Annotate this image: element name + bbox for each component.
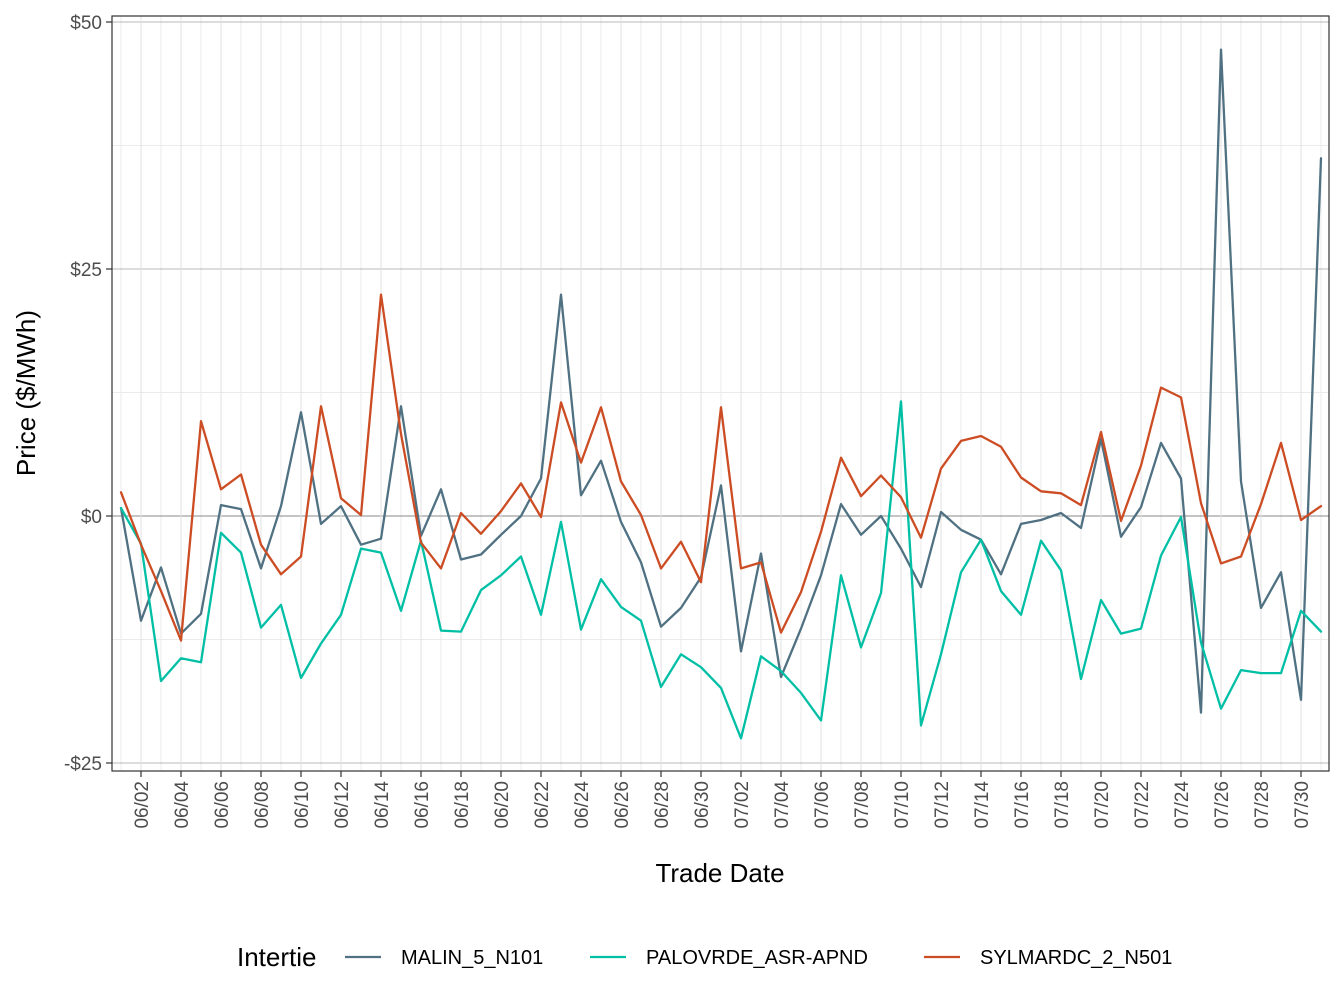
y-axis: -$25 $0 $25 $50: [64, 13, 112, 775]
x-tick-label: 07/16: [1012, 781, 1033, 829]
x-tick-label: 07/28: [1252, 781, 1273, 829]
x-tick-label: 06/10: [292, 781, 313, 829]
x-tick-label: 06/16: [412, 781, 433, 829]
x-tick-label: 07/12: [932, 781, 953, 829]
x-tick-label: 06/18: [452, 781, 473, 829]
x-tick-label: 06/04: [172, 781, 193, 829]
x-tick-label: 07/18: [1052, 781, 1073, 829]
series-lines: [119, 48, 1323, 740]
legend-label-1: PALOVRDE_ASR-APND: [646, 947, 868, 969]
x-tick-label: 06/14: [372, 781, 393, 829]
x-tick-label: 06/22: [532, 781, 553, 829]
x-tick-label: 07/10: [892, 781, 913, 829]
x-tick-label: 06/20: [492, 781, 513, 829]
y-tick-label: $0: [81, 507, 102, 528]
x-tick-label: 07/20: [1092, 781, 1113, 829]
x-tick-label: 06/06: [212, 781, 233, 829]
x-axis: 06/02 06/04 06/06 06/08 06/10 06/12 06/14 06/16…: [132, 771, 1313, 829]
series-line-1: [119, 400, 1323, 740]
x-tick-label: 06/08: [252, 781, 273, 829]
x-tick-label: 06/26: [612, 781, 633, 829]
x-tick-label: 07/04: [772, 781, 793, 829]
plot-panel-border: [111, 15, 1330, 772]
x-tick-label: 06/30: [692, 781, 713, 829]
x-tick-label: 06/28: [652, 781, 673, 829]
x-tick-label: 06/24: [572, 781, 593, 829]
x-tick-label: 07/06: [812, 781, 833, 829]
major-gridlines: [112, 16, 1329, 771]
x-tick-label: 07/24: [1172, 781, 1193, 829]
x-tick-label: 06/12: [332, 781, 353, 829]
x-tick-label: 07/08: [852, 781, 873, 829]
x-tick-label: 07/30: [1292, 781, 1313, 829]
x-tick-label: 07/02: [732, 781, 753, 829]
series-line-0: [119, 48, 1323, 714]
y-tick-label: -$25: [64, 754, 102, 775]
legend-title: Intertie: [237, 942, 317, 972]
y-axis-title: Price ($/MWh): [11, 310, 41, 476]
x-tick-label: 06/02: [132, 781, 153, 829]
series-line-2: [119, 293, 1323, 642]
x-axis-title: Trade Date: [655, 858, 784, 888]
x-tick-label: 07/26: [1212, 781, 1233, 829]
x-tick-label: 07/14: [972, 781, 993, 829]
legend-label-2: SYLMARDC_2_N501: [980, 947, 1172, 969]
y-tick-label: $25: [70, 260, 102, 281]
legend-label-0: MALIN_5_N101: [401, 947, 543, 969]
x-tick-label: 07/22: [1132, 781, 1153, 829]
y-tick-label: $50: [70, 13, 102, 34]
minor-gridlines: [112, 16, 1329, 771]
legend: Intertie MALIN_5_N101 PALOVRDE_ASR-APND SY…: [237, 942, 1172, 972]
